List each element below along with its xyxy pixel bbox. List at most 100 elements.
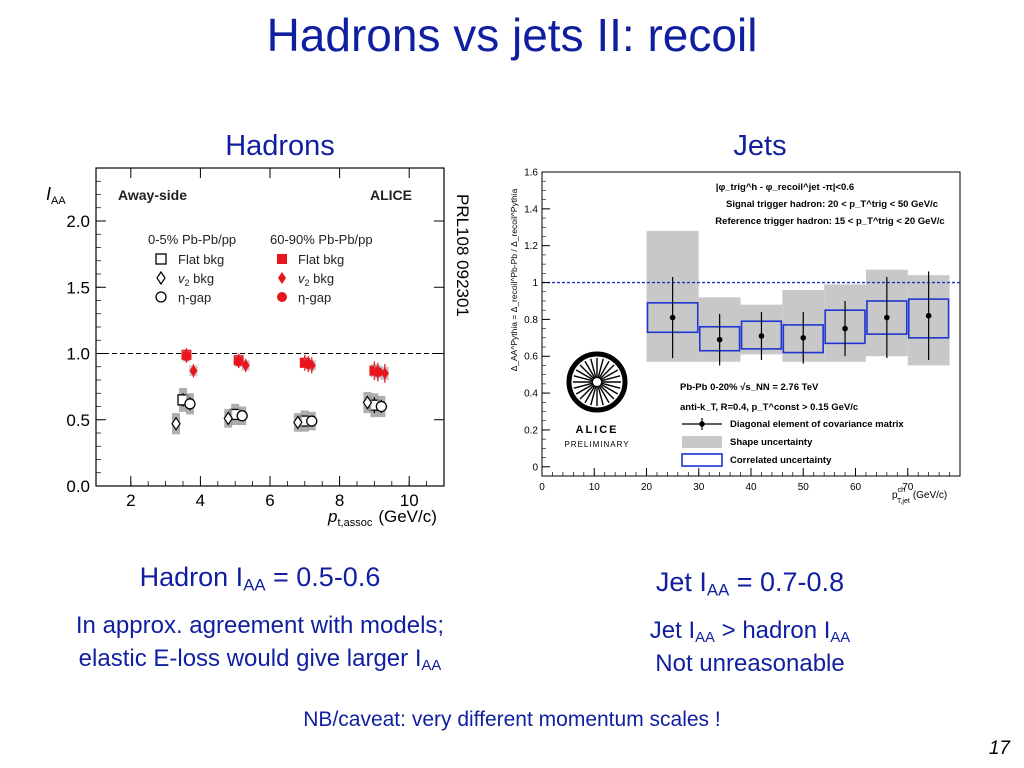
y-tick-label: 1.5 [66, 278, 90, 297]
legend-marker-peripheral-1 [278, 272, 286, 284]
x-tick-label: 20 [641, 482, 653, 493]
legend-head-central: 0-5% Pb-Pb/pp [148, 232, 236, 247]
logo-ray [597, 385, 604, 406]
data-point-s5-3 [372, 367, 383, 378]
data-point-6 [925, 312, 932, 319]
logo-ray [579, 364, 595, 380]
reference-citation: PRL108 092301 [453, 194, 472, 317]
x-tick-label: 40 [745, 482, 757, 493]
y-tick-label: 1.4 [524, 204, 538, 215]
x-tick-label: 10 [400, 491, 419, 510]
data-point-s4-1 [241, 359, 250, 372]
data-point-s5-2 [303, 359, 314, 370]
page-number: 17 [988, 738, 1010, 759]
legend-marker-central-1 [156, 270, 166, 286]
logo-ray [598, 385, 610, 404]
hadrons-heading: Hadrons [225, 130, 335, 162]
x-tick-label: 30 [693, 482, 705, 493]
y-tick-label: 1.2 [524, 241, 538, 252]
logo-ray [590, 358, 597, 379]
x-tick-label: 70 [902, 482, 914, 493]
hadron-iaa-result: Hadron IAA = 0.5-0.6 [139, 562, 381, 595]
y-tick-label: 2.0 [66, 212, 90, 231]
legend-points-label: Diagonal element of covariance matrix [730, 419, 904, 430]
data-point-s1-1 [223, 411, 233, 426]
data-point-s2-3 [375, 400, 388, 413]
x-tick-label: 2 [126, 491, 135, 510]
jets-heading: Jets [733, 130, 787, 162]
logo-ray [598, 360, 610, 379]
data-point-s1-3 [362, 395, 373, 410]
legend-correlated-swatch [681, 453, 723, 467]
legend-label-central-1: v2 bkg [178, 271, 214, 288]
x-tick-label: 60 [850, 482, 862, 493]
x-tick-label: 10 [589, 482, 601, 493]
hadron-x-axis-label: pt,assoc (GeV/c) [327, 507, 437, 529]
away-side-label: Away-side [118, 187, 187, 203]
jet-legend [681, 418, 723, 467]
logo-ray [600, 375, 621, 382]
hadron-y-axis-label: IAA [46, 184, 66, 207]
legend-shape-swatch [682, 436, 722, 448]
legend-marker-central-0 [155, 253, 167, 265]
legend-correlated-label: Correlated uncertainty [730, 455, 832, 466]
data-point-0 [669, 314, 676, 321]
jet-header-2: Signal trigger hadron: 20 < p_T^trig < 5… [726, 199, 938, 210]
data-point-s2-1 [236, 410, 248, 422]
y-tick-label: 0.5 [66, 411, 90, 430]
jet-note-1: Jet IAA > hadron IAA [649, 617, 851, 647]
hadron-iaa-chart: 2 4 6 8 10 0.0 0.5 1.0 1.5 2.0 Away-side ALICE 0-… [46, 167, 445, 529]
logo-ray [584, 385, 596, 404]
data-point-s5-1 [233, 356, 244, 367]
caveat-note: NB/caveat: very different momentum scale… [303, 708, 721, 731]
data-point-s1-0 [171, 416, 181, 431]
y-tick-label: 1.0 [66, 345, 90, 364]
logo-ray [573, 382, 594, 389]
jet-x-axis-label: pch T,jet(GeV/c) [892, 487, 947, 505]
data-point-5 [884, 314, 890, 321]
logo-ray [575, 383, 594, 395]
logo-ray [600, 369, 619, 381]
data-point-3 [800, 335, 807, 341]
jet-note-2: Not unreasonable [655, 650, 845, 677]
logo-ring [566, 351, 628, 413]
logo-ray [600, 382, 621, 389]
legend-label-peripheral-0: Flat bkg [298, 252, 344, 267]
logo-ray [590, 385, 597, 406]
logo-ray [600, 383, 619, 395]
x-tick-label: 4 [196, 491, 205, 510]
jet-header-3: Reference trigger hadron: 15 < p_T^trig … [715, 216, 944, 227]
y-tick-label: 0.4 [524, 389, 538, 400]
data-point-s2-2 [306, 415, 318, 427]
x-tick-label: 6 [265, 491, 274, 510]
legend-label-central-0: Flat bkg [178, 252, 224, 267]
y-tick-label: 1 [532, 278, 538, 289]
logo-ray [579, 384, 595, 400]
slide-title: Hadrons vs jets II: recoil [266, 9, 758, 61]
logo-ray [584, 360, 596, 379]
legend-shape-label: Shape uncertainty [730, 437, 813, 448]
legend-label-peripheral-1: v2 bkg [298, 271, 334, 288]
hadron-note-1: In approx. agreement with models; [75, 612, 445, 639]
data-point-s4-3 [380, 367, 389, 380]
x-tick-label: 50 [798, 482, 810, 493]
logo-ray [573, 375, 594, 382]
data-point-s4-0 [189, 364, 198, 377]
hadron-legend: Flat bkg Flat bkg v2 bkg v2 bkg η-gap η-gap [155, 252, 344, 305]
y-tick-label: 0.8 [524, 315, 538, 326]
jet-iaa-result: Jet IAA = 0.7-0.8 [655, 567, 845, 600]
legend-label-central-2: η-gap [178, 290, 211, 305]
data-point-s2-0 [184, 398, 196, 410]
x-tick-label: 0 [539, 482, 545, 493]
y-tick-label: 0 [532, 462, 538, 473]
alice-logo-text: ALICE [576, 424, 619, 436]
alice-label: ALICE [370, 187, 412, 203]
legend-head-peripheral: 60-90% Pb-Pb/pp [270, 232, 373, 247]
data-point-1 [716, 336, 723, 343]
jet-info-2: anti-k_T, R=0.4, p_T^const > 0.15 GeV/c [680, 402, 858, 413]
hadron-note-2: elastic E-loss would give larger IAA [78, 645, 442, 675]
legend-points-marker [699, 421, 705, 427]
y-tick-label: 0.6 [524, 352, 538, 363]
legend-marker-peripheral-2 [277, 292, 287, 302]
hadron-plot-frame [95, 167, 445, 487]
